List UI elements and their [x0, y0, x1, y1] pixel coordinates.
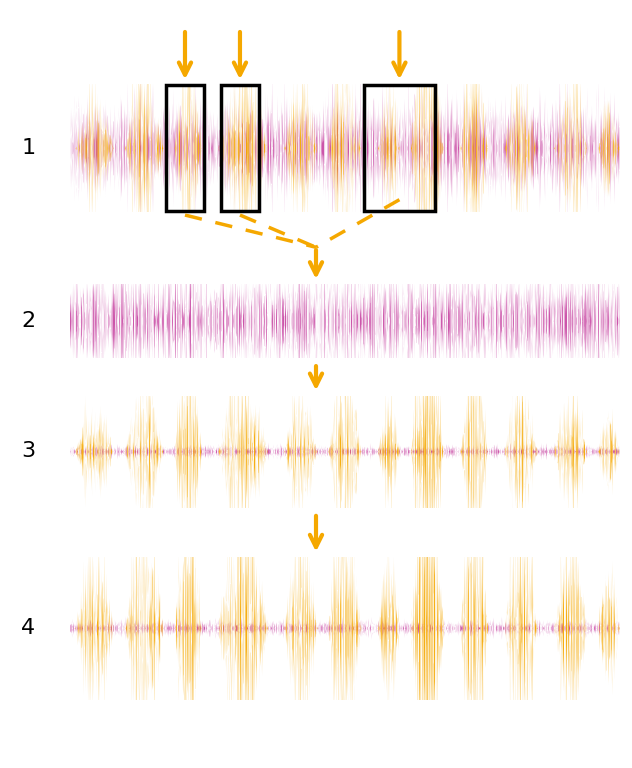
Text: 3: 3 [21, 441, 35, 462]
Bar [166, 85, 204, 210]
Text: 2: 2 [21, 310, 35, 331]
Bar [363, 85, 435, 210]
Text: 4: 4 [21, 617, 35, 638]
Bar [221, 85, 259, 210]
Text: 1: 1 [21, 137, 35, 158]
